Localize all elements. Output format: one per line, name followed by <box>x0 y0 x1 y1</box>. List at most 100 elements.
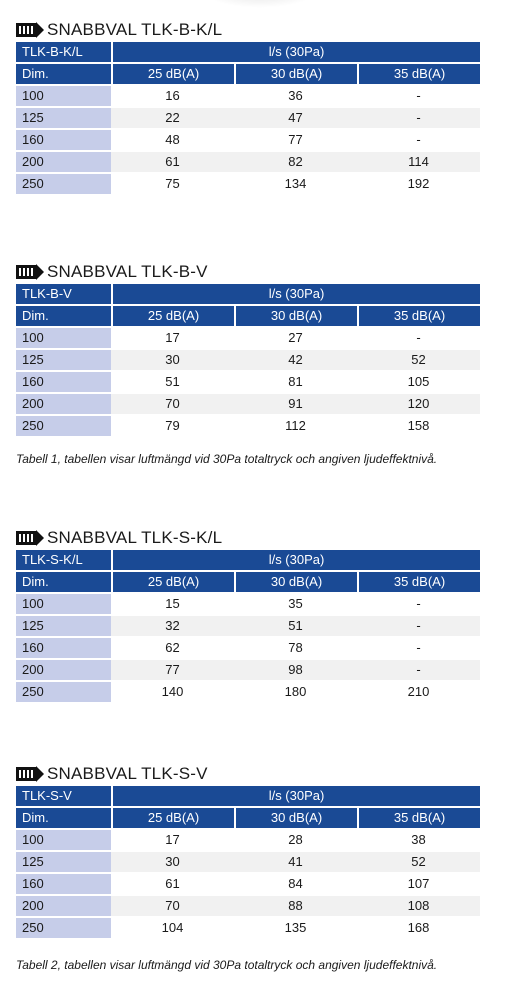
dimension-cell: 250 <box>16 918 111 940</box>
table-section-2: SNABBVAL TLK-B-V TLK-B-V l/s (30Pa) Dim.… <box>16 256 481 438</box>
table-row: 160 62 78- <box>16 638 481 660</box>
column-header-35db: 35 dB(A) <box>357 572 481 594</box>
table-row: 250 140 180 210 <box>16 682 481 704</box>
column-header-35db: 35 dB(A) <box>357 306 481 328</box>
dimension-cell: 160 <box>16 874 111 896</box>
flow-value-cell: 30 <box>111 350 234 372</box>
duct-arrow-logo-icon <box>16 528 44 548</box>
flow-value-cell: 78 <box>234 638 357 660</box>
flow-value-cell: 81 <box>234 372 357 394</box>
model-label: TLK-B-K/L <box>16 42 111 64</box>
column-header-row: Dim. 25 dB(A) 30 dB(A) 35 dB(A) <box>16 808 481 830</box>
dimension-cell: 160 <box>16 130 111 152</box>
dim-header: Dim. <box>16 64 111 86</box>
table-section-3: SNABBVAL TLK-S-K/L TLK-S-K/L l/s (30Pa) … <box>16 522 481 704</box>
flow-value-cell: 114 <box>357 152 481 174</box>
dimension-cell: 160 <box>16 638 111 660</box>
column-header-25db: 25 dB(A) <box>111 64 234 86</box>
flow-value-cell: 112 <box>234 416 357 438</box>
dimension-cell: 125 <box>16 616 111 638</box>
flow-value-cell: - <box>357 660 481 682</box>
table-row: 100 17 28 38 <box>16 830 481 852</box>
dimension-cell: 160 <box>16 372 111 394</box>
flow-value-cell: 38 <box>357 830 481 852</box>
table-section-4: SNABBVAL TLK-S-V TLK-S-V l/s (30Pa) Dim.… <box>16 758 481 940</box>
table-row: 250 75 134 192 <box>16 174 481 196</box>
flow-value-cell: 192 <box>357 174 481 196</box>
flow-unit-header: l/s (30Pa) <box>111 550 481 572</box>
caption-table-1: Tabell 1, tabellen visar luftmängd vid 3… <box>16 452 438 466</box>
flow-value-cell: 61 <box>111 152 234 174</box>
flow-value-cell: 180 <box>234 682 357 704</box>
flow-value-cell: 135 <box>234 918 357 940</box>
flow-value-cell: - <box>357 328 481 350</box>
table-row: 200 61 82 114 <box>16 152 481 174</box>
flow-value-cell: - <box>357 616 481 638</box>
duct-arrow-logo-icon <box>16 20 44 40</box>
flow-value-cell: 77 <box>111 660 234 682</box>
flow-value-cell: 27 <box>234 328 357 350</box>
flow-value-cell: 82 <box>234 152 357 174</box>
column-header-30db: 30 dB(A) <box>234 306 357 328</box>
table-row: 160 48 77- <box>16 130 481 152</box>
column-header-25db: 25 dB(A) <box>111 306 234 328</box>
table-row: 100 16 36- <box>16 86 481 108</box>
column-header-row: Dim. 25 dB(A) 30 dB(A) 35 dB(A) <box>16 572 481 594</box>
dimension-cell: 125 <box>16 108 111 130</box>
flow-value-cell: 41 <box>234 852 357 874</box>
flow-value-cell: 75 <box>111 174 234 196</box>
table-row: 250 104 135 168 <box>16 918 481 940</box>
duct-arrow-logo-icon <box>16 262 44 282</box>
flow-table: TLK-S-V l/s (30Pa) Dim. 25 dB(A) 30 dB(A… <box>16 786 481 940</box>
flow-value-cell: 108 <box>357 896 481 918</box>
flow-value-cell: 17 <box>111 328 234 350</box>
flow-value-cell: 52 <box>357 350 481 372</box>
table-row: 160 61 84 107 <box>16 874 481 896</box>
flow-value-cell: 51 <box>111 372 234 394</box>
flow-value-cell: - <box>357 638 481 660</box>
dimension-cell: 100 <box>16 86 111 108</box>
table-row: 100 17 27- <box>16 328 481 350</box>
table-row: 125 30 41 52 <box>16 852 481 874</box>
section-title: SNABBVAL TLK-B-V <box>47 262 208 281</box>
flow-value-cell: 77 <box>234 130 357 152</box>
flow-value-cell: 35 <box>234 594 357 616</box>
flow-value-cell: 17 <box>111 830 234 852</box>
flow-unit-header: l/s (30Pa) <box>111 284 481 306</box>
flow-value-cell: 16 <box>111 86 234 108</box>
flow-value-cell: 51 <box>234 616 357 638</box>
dimension-cell: 200 <box>16 394 111 416</box>
column-header-30db: 30 dB(A) <box>234 64 357 86</box>
flow-value-cell: 210 <box>357 682 481 704</box>
flow-value-cell: - <box>357 130 481 152</box>
flow-value-cell: 107 <box>357 874 481 896</box>
flow-value-cell: 79 <box>111 416 234 438</box>
dim-header: Dim. <box>16 572 111 594</box>
column-header-25db: 25 dB(A) <box>111 572 234 594</box>
flow-value-cell: 120 <box>357 394 481 416</box>
flow-value-cell: 52 <box>357 852 481 874</box>
dimension-cell: 125 <box>16 852 111 874</box>
column-header-row: Dim. 25 dB(A) 30 dB(A) 35 dB(A) <box>16 306 481 328</box>
model-label: TLK-B-V <box>16 284 111 306</box>
table-row: 200 70 91 120 <box>16 394 481 416</box>
dimension-cell: 100 <box>16 328 111 350</box>
flow-value-cell: 48 <box>111 130 234 152</box>
section-heading: SNABBVAL TLK-S-K/L <box>16 522 480 548</box>
flow-value-cell: 70 <box>111 394 234 416</box>
flow-value-cell: - <box>357 86 481 108</box>
flow-value-cell: 84 <box>234 874 357 896</box>
dimension-cell: 250 <box>16 416 111 438</box>
flow-value-cell: 88 <box>234 896 357 918</box>
flow-value-cell: 28 <box>234 830 357 852</box>
flow-value-cell: 32 <box>111 616 234 638</box>
flow-unit-header: l/s (30Pa) <box>111 786 481 808</box>
table-row: 125 30 42 52 <box>16 350 481 372</box>
dimension-cell: 200 <box>16 660 111 682</box>
dimension-cell: 100 <box>16 594 111 616</box>
column-header-30db: 30 dB(A) <box>234 572 357 594</box>
section-title: SNABBVAL TLK-S-K/L <box>47 528 223 547</box>
section-title: SNABBVAL TLK-B-K/L <box>47 20 223 39</box>
duct-arrow-logo-icon <box>16 764 44 784</box>
flow-value-cell: 42 <box>234 350 357 372</box>
